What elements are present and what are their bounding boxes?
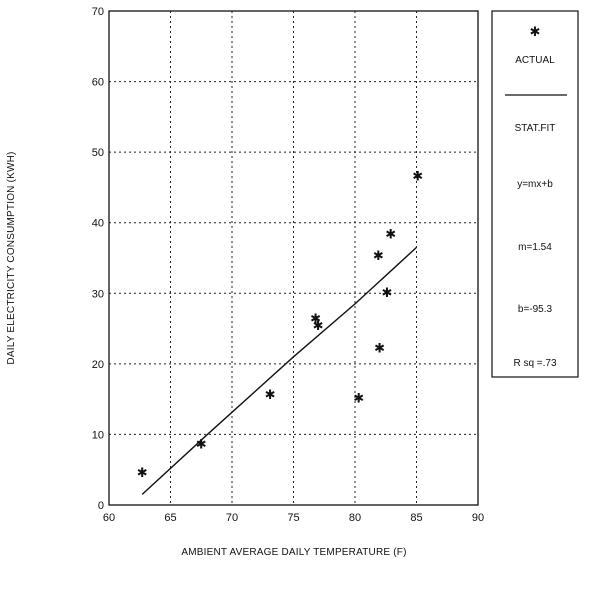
fit-line-group bbox=[141, 246, 417, 495]
legend-equation: y=mx+b bbox=[517, 179, 553, 190]
legend-rsq: R sq =.73 bbox=[513, 358, 557, 369]
plot-frame bbox=[108, 10, 479, 506]
x-tick-label: 80 bbox=[349, 512, 361, 524]
data-point: ✱ bbox=[374, 342, 385, 357]
data-point: ✱ bbox=[382, 286, 393, 301]
x-tick-label: 70 bbox=[226, 512, 238, 524]
data-point: ✱ bbox=[265, 388, 276, 403]
legend-intercept: b=-95.3 bbox=[518, 304, 553, 315]
y-tick-label: 60 bbox=[92, 77, 104, 89]
data-point: ✱ bbox=[137, 466, 148, 481]
y-tick-label: 20 bbox=[92, 359, 104, 371]
legend-actual-label: ACTUAL bbox=[515, 55, 555, 66]
x-tick-label: 90 bbox=[472, 512, 484, 524]
data-point: ✱ bbox=[373, 249, 384, 264]
x-tick-label: 75 bbox=[287, 512, 299, 524]
grid-lines bbox=[109, 11, 478, 505]
legend-actual-symbol: ✱ bbox=[530, 25, 541, 40]
y-tick-label: 70 bbox=[92, 6, 104, 18]
x-tick-label: 65 bbox=[164, 512, 176, 524]
y-axis-ticks: 0 10 20 30 40 50 60 70 bbox=[92, 6, 104, 512]
legend: ✱ ACTUAL STAT.FIT y=mx+b m=1.54 b=-95.3 … bbox=[491, 10, 579, 378]
x-tick-label: 60 bbox=[103, 512, 115, 524]
x-axis-ticks: 60 65 70 75 80 85 90 bbox=[103, 512, 484, 524]
legend-box bbox=[491, 10, 579, 378]
data-point: ✱ bbox=[313, 319, 324, 334]
data-point: ✱ bbox=[196, 438, 207, 453]
legend-fit-label: STAT.FIT bbox=[515, 123, 556, 134]
fit-line bbox=[141, 246, 417, 495]
legend-slope: m=1.54 bbox=[518, 242, 552, 253]
data-points: ✱✱✱✱✱✱✱✱✱✱✱ bbox=[137, 169, 423, 480]
data-point: ✱ bbox=[310, 312, 321, 327]
y-tick-label: 50 bbox=[92, 147, 104, 159]
data-point: ✱ bbox=[353, 392, 364, 407]
x-axis-label: AMBIENT AVERAGE DAILY TEMPERATURE (F) bbox=[181, 547, 406, 558]
x-tick-label: 85 bbox=[410, 512, 422, 524]
y-tick-label: 0 bbox=[98, 500, 104, 512]
y-tick-label: 30 bbox=[92, 288, 104, 300]
y-axis-label: DAILY ELECTRICITY CONSUMPTION (KWH) bbox=[6, 151, 17, 364]
data-point: ✱ bbox=[412, 169, 423, 184]
data-point: ✱ bbox=[385, 227, 396, 242]
y-tick-label: 40 bbox=[92, 218, 104, 230]
y-tick-label: 10 bbox=[92, 429, 104, 441]
